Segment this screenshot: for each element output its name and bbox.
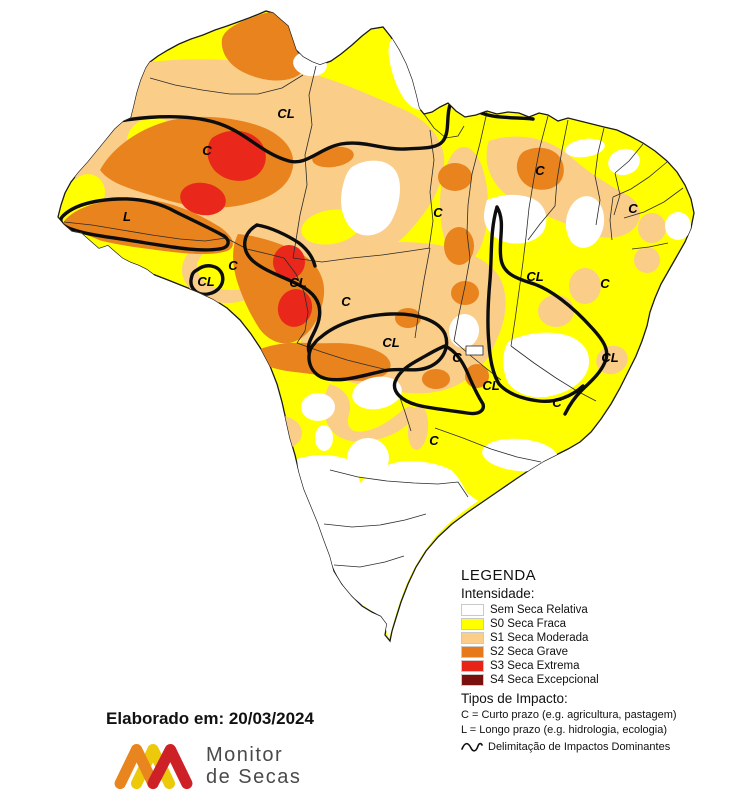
impact-label-cl: CL [382, 335, 399, 350]
swatch-s0 [461, 617, 484, 630]
legend-item-s1: S1 Seca Moderada [461, 631, 746, 644]
df-box [465, 345, 484, 356]
swatch-s4 [461, 673, 484, 686]
legend-heading: LEGENDA [461, 567, 537, 584]
impact-label-c: C [535, 163, 545, 178]
impact-label-c: C [341, 294, 351, 309]
swatch-s3 [461, 659, 484, 672]
impact-label-c: C [552, 395, 562, 410]
impact-label-cl: CL [526, 269, 543, 284]
wavy-line-icon [461, 742, 483, 752]
delimitation-label: Delimitação de Impactos Dominantes [488, 740, 671, 753]
impact-label-cl: CL [601, 350, 618, 365]
legend-item-s0: S0 Seca Fraca [461, 617, 746, 630]
swatch-s1 [461, 631, 484, 644]
swatch-s2 [461, 645, 484, 658]
legend-item-s3: S3 Seca Extrema [461, 659, 746, 672]
swatch-sem-seca [461, 603, 484, 616]
legend-item-s2: S2 Seca Grave [461, 645, 746, 658]
impact-label-c: C [600, 276, 610, 291]
impact-label-cl: CL [197, 274, 214, 289]
impact-label-c: C [628, 201, 638, 216]
impact-label-l: L [123, 209, 131, 224]
impact-label-cl: CL [277, 106, 294, 121]
elaborated-date: Elaborado em: 20/03/2024 [106, 709, 314, 728]
impact-label-cl: CL [482, 378, 499, 393]
monitor-de-secas-logo: Monitor de Secas [112, 742, 301, 790]
impact-label-c: C [433, 205, 443, 220]
legend-item-s4: S4 Seca Excepcional [461, 673, 746, 686]
impact-line-c: C = Curto prazo (e.g. agricultura, pasta… [461, 709, 677, 721]
logo-line1: Monitor [206, 744, 284, 766]
legend-item-sem-seca: Sem Seca Relativa [461, 603, 746, 616]
impact-line-l: L = Longo prazo (e.g. hidrologia, ecolog… [461, 724, 667, 736]
logo-wordmark: Monitor de Secas [206, 744, 301, 788]
impact-label-c: C [429, 433, 439, 448]
impact-delimitation-lines [59, 101, 609, 416]
impact-label-c: C [228, 258, 238, 273]
logo-line2: de Secas [206, 766, 302, 788]
drought-s3-regions [180, 130, 313, 327]
delimitation-row: Delimitação de Impactos Dominantes [461, 740, 746, 753]
logo-m-icon [114, 743, 193, 790]
impact-label-c: C [202, 143, 212, 158]
legend: LEGENDA Intensidade: Sem Seca Relativa S… [461, 567, 746, 753]
state-borders [63, 65, 684, 568]
impact-label-cl: CL [289, 275, 306, 290]
legend-intensity-heading: Intensidade: [461, 586, 535, 601]
impact-types-heading: Tipos de Impacto: [461, 691, 568, 706]
impact-label-c: C [452, 350, 462, 365]
